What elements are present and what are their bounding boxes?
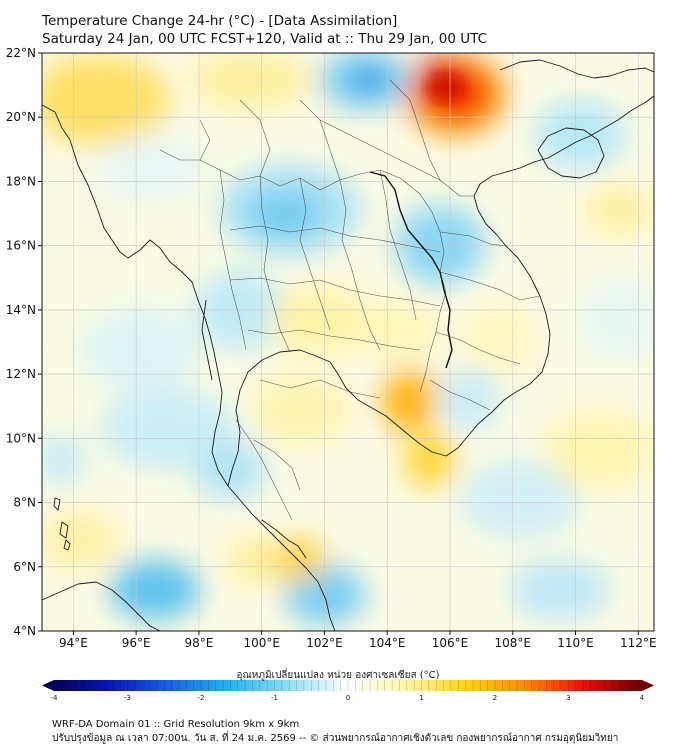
lat-tick-label: 14°N — [6, 303, 36, 317]
lat-tick-label: 6°N — [13, 560, 36, 574]
latitude-axis: 22°N 20°N 18°N 16°N 14°N 12°N 10°N 8°N 6°N 4°N — [6, 46, 42, 638]
footer-line-1: WRF-DA Domain 01 :: Grid Resolution 9km … — [52, 719, 300, 730]
lon-tick-label: 102°E — [306, 636, 343, 650]
country-border — [369, 171, 453, 369]
title-line-2: Saturday 24 Jan, 00 UTC FCST+120, Valid … — [42, 31, 487, 47]
colorbar: -4 -3 -2 -1 0 1 2 3 4 — [42, 680, 654, 702]
province-borders — [159, 79, 541, 521]
title-line-1: Temperature Change 24-hr (°C) - [Data As… — [42, 13, 398, 29]
longitude-axis: 94°E 96°E 98°E 100°E 102°E 104°E 106°E 108°E 110… — [59, 631, 657, 650]
lon-tick-label: 94°E — [59, 636, 88, 650]
colorbar-min-arrow — [42, 680, 54, 691]
colorbar-tick-label: -3 — [124, 694, 131, 702]
lon-tick-label: 98°E — [184, 636, 213, 650]
lat-tick-label: 18°N — [6, 174, 36, 188]
lon-tick-label: 110°E — [557, 636, 594, 650]
colorbar-tick-label: 0 — [346, 694, 350, 702]
lon-tick-label: 108°E — [495, 636, 532, 650]
colorbar-tick-label: 4 — [640, 694, 645, 702]
lon-tick-label: 96°E — [122, 636, 151, 650]
colorbar-max-arrow — [642, 680, 654, 691]
lat-tick-label: 16°N — [6, 239, 36, 253]
lon-tick-label: 106°E — [432, 636, 469, 650]
colorbar-gradient — [54, 680, 642, 691]
lat-tick-label: 20°N — [6, 110, 36, 124]
coastlines — [42, 59, 654, 631]
temperature-field — [42, 53, 654, 631]
map-frame — [41, 52, 655, 632]
map-title: Temperature Change 24-hr (°C) - [Data As… — [42, 12, 487, 48]
lon-tick-label: 100°E — [243, 636, 280, 650]
colorbar-tick-label: -1 — [271, 694, 278, 702]
colorbar-tick-label: 3 — [566, 694, 570, 702]
colorbar-title: อุณหภูมิเปลี่ยนแปลง หน่วย องศาเซลเซียส (… — [236, 670, 440, 681]
colorbar-tick-label: -2 — [198, 694, 205, 702]
footer: WRF-DA Domain 01 :: Grid Resolution 9km … — [52, 718, 618, 746]
lat-tick-label: 4°N — [13, 624, 36, 638]
lat-tick-label: 10°N — [6, 431, 36, 445]
colorbar-tick-label: 1 — [419, 694, 423, 702]
lat-tick-label: 22°N — [6, 46, 36, 60]
lon-tick-label: 112°E — [620, 636, 657, 650]
colorbar-tick-label: -4 — [51, 694, 59, 702]
footer-line-2: ปรับปรุงข้อมูล ณ เวลา 07:00น. วัน ส. ที่… — [52, 733, 619, 744]
lat-tick-label: 12°N — [6, 367, 36, 381]
colorbar-tick-label: 2 — [493, 694, 497, 702]
lat-tick-label: 8°N — [13, 496, 36, 510]
lon-tick-label: 104°E — [369, 636, 406, 650]
